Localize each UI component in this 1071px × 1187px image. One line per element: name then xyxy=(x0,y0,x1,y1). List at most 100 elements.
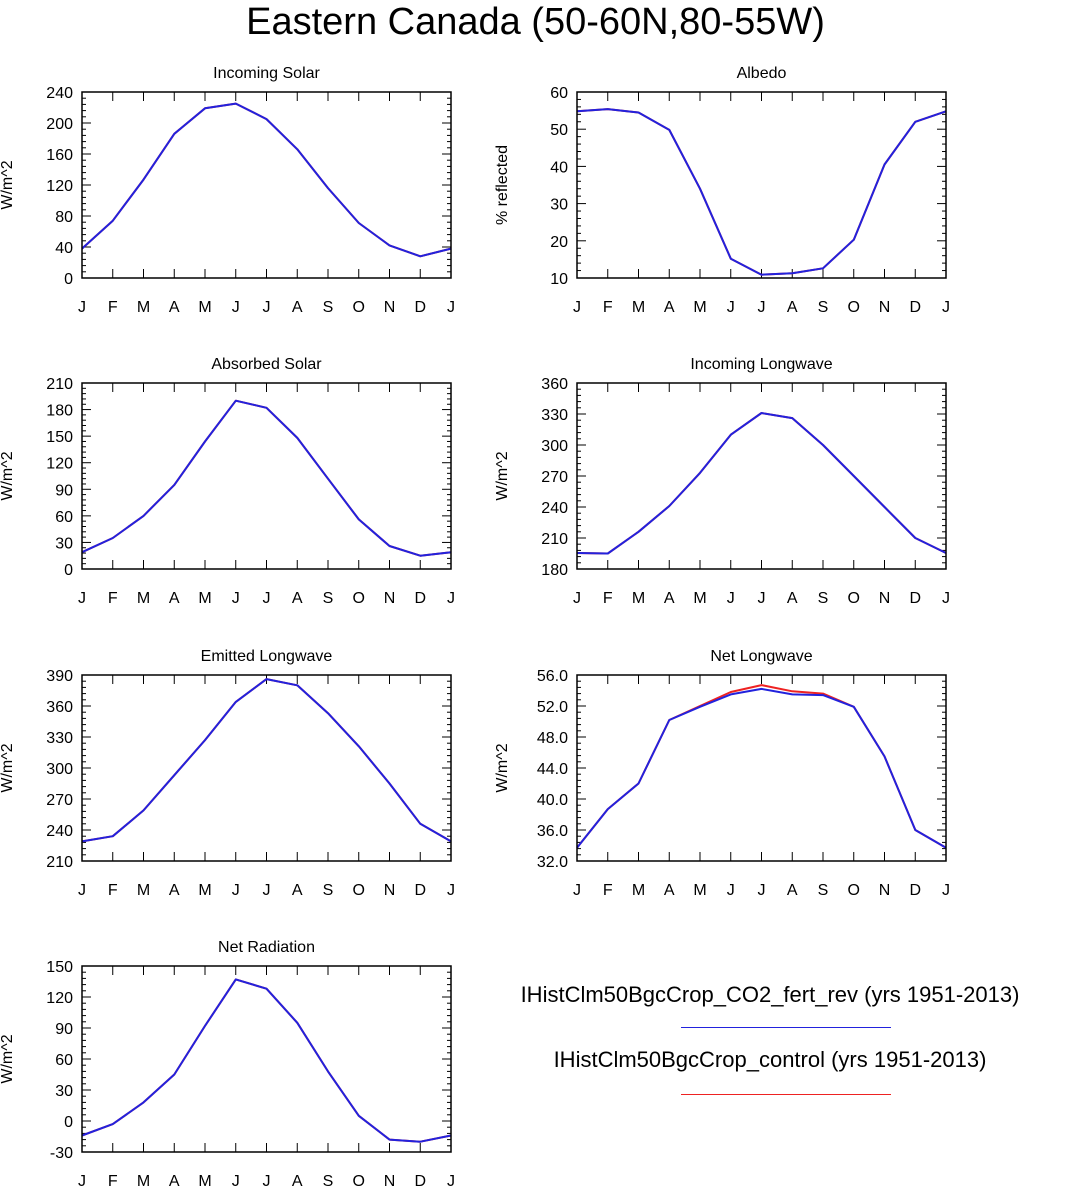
series-line-2 xyxy=(81,978,452,1143)
x-tick-label: J xyxy=(232,590,240,607)
y-tick-label: 150 xyxy=(46,429,73,446)
y-tick-label: 56.0 xyxy=(537,668,568,685)
x-tick-label: A xyxy=(292,882,303,899)
x-tick-label: S xyxy=(818,590,829,607)
legend-line-control xyxy=(681,1094,891,1095)
y-tick-label: 40 xyxy=(550,159,568,176)
figure-title: Eastern Canada (50-60N,80-55W) xyxy=(246,1,825,43)
y-axis-label: W/m^2 xyxy=(0,451,16,500)
x-tick-label: F xyxy=(108,882,118,899)
y-tick-label: 20 xyxy=(550,234,568,251)
y-tick-label: 240 xyxy=(46,823,73,840)
series-line-2 xyxy=(576,412,947,555)
y-tick-label: 360 xyxy=(46,699,73,716)
y-tick-label: 36.0 xyxy=(537,823,568,840)
chart-panel-2: Albedo % reflected 10 20 30 40 50 60 J F M A M J J A S O N… xyxy=(494,65,950,316)
y-tick-label: -30 xyxy=(50,1145,73,1162)
plot-frame xyxy=(576,91,947,279)
series-line-1 xyxy=(81,102,452,258)
chart-title: Incoming Longwave xyxy=(690,356,832,373)
chart-title: Albedo xyxy=(737,65,787,82)
y-tick-label: 10 xyxy=(550,271,568,288)
y-tick-label: 210 xyxy=(46,854,73,871)
x-tick-label: J xyxy=(727,590,735,607)
chart-title: Emitted Longwave xyxy=(201,648,333,665)
plot-frame xyxy=(81,91,452,279)
y-tick-label: 180 xyxy=(541,562,568,579)
x-tick-label: M xyxy=(198,882,211,899)
x-tick-label: J xyxy=(573,882,581,899)
y-tick-label: 120 xyxy=(46,178,73,195)
x-tick-label: F xyxy=(108,1173,118,1187)
y-tick-label: 330 xyxy=(541,407,568,424)
x-tick-label: J xyxy=(78,590,86,607)
x-tick-label: J xyxy=(727,299,735,316)
x-tick-label: A xyxy=(664,882,675,899)
x-tick-label: J xyxy=(232,1173,240,1187)
x-tick-label: M xyxy=(693,882,706,899)
x-tick-label: A xyxy=(292,1173,303,1187)
chart-title: Absorbed Solar xyxy=(211,356,322,373)
y-tick-label: 120 xyxy=(46,990,73,1007)
y-tick-label: 120 xyxy=(46,456,73,473)
chart-title: Incoming Solar xyxy=(213,65,320,82)
series-line-2 xyxy=(576,108,947,276)
y-tick-label: 240 xyxy=(541,500,568,517)
x-tick-label: M xyxy=(137,590,150,607)
y-tick-label: 240 xyxy=(46,85,73,102)
x-tick-label: D xyxy=(909,299,921,316)
x-tick-label: O xyxy=(353,590,365,607)
x-tick-label: A xyxy=(292,299,303,316)
x-tick-label: A xyxy=(664,590,675,607)
y-tick-label: 48.0 xyxy=(537,730,568,747)
x-tick-label: S xyxy=(818,882,829,899)
x-tick-label: O xyxy=(848,882,860,899)
plot-frame xyxy=(81,965,452,1153)
x-tick-label: D xyxy=(414,590,426,607)
x-tick-label: N xyxy=(384,590,396,607)
y-tick-label: 44.0 xyxy=(537,761,568,778)
x-tick-label: J xyxy=(758,299,766,316)
y-tick-label: 330 xyxy=(46,730,73,747)
plot-frame xyxy=(81,674,452,862)
x-tick-label: S xyxy=(818,299,829,316)
x-tick-label: N xyxy=(879,299,891,316)
x-tick-label: J xyxy=(447,1173,455,1187)
x-tick-label: J xyxy=(232,299,240,316)
x-tick-label: N xyxy=(384,299,396,316)
y-tick-label: 390 xyxy=(46,668,73,685)
x-tick-label: J xyxy=(942,882,950,899)
x-tick-label: J xyxy=(942,299,950,316)
y-axis-label: W/m^2 xyxy=(0,743,16,792)
series-line-2 xyxy=(81,678,452,843)
y-tick-label: 60 xyxy=(55,509,73,526)
y-tick-label: 160 xyxy=(46,147,73,164)
chart-title: Net Longwave xyxy=(710,648,812,665)
y-tick-label: 0 xyxy=(64,1114,73,1131)
plot-frame xyxy=(576,674,947,862)
chart-panel-1: Incoming Solar W/m^2 0 40 80 120 160 200 240 J F M A… xyxy=(0,65,455,316)
series-line-1 xyxy=(81,399,452,557)
x-tick-label: J xyxy=(727,882,735,899)
x-tick-label: M xyxy=(137,882,150,899)
x-tick-label: J xyxy=(232,882,240,899)
x-tick-label: J xyxy=(78,1173,86,1187)
x-tick-label: J xyxy=(78,882,86,899)
x-tick-label: J xyxy=(263,1173,271,1187)
y-tick-label: 270 xyxy=(541,469,568,486)
y-tick-label: 30 xyxy=(55,1083,73,1100)
y-tick-label: 210 xyxy=(46,376,73,393)
x-tick-label: J xyxy=(263,299,271,316)
x-tick-label: F xyxy=(108,590,118,607)
x-tick-label: A xyxy=(664,299,675,316)
x-tick-label: M xyxy=(632,590,645,607)
y-tick-label: 32.0 xyxy=(537,854,568,871)
x-tick-label: F xyxy=(603,882,613,899)
x-tick-label: J xyxy=(758,882,766,899)
x-tick-label: J xyxy=(263,590,271,607)
x-tick-label: M xyxy=(137,1173,150,1187)
x-tick-label: J xyxy=(573,590,581,607)
x-tick-label: J xyxy=(942,590,950,607)
x-tick-label: N xyxy=(879,590,891,607)
